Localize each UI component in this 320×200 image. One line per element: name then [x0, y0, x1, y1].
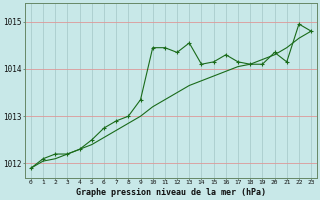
X-axis label: Graphe pression niveau de la mer (hPa): Graphe pression niveau de la mer (hPa)	[76, 188, 266, 197]
